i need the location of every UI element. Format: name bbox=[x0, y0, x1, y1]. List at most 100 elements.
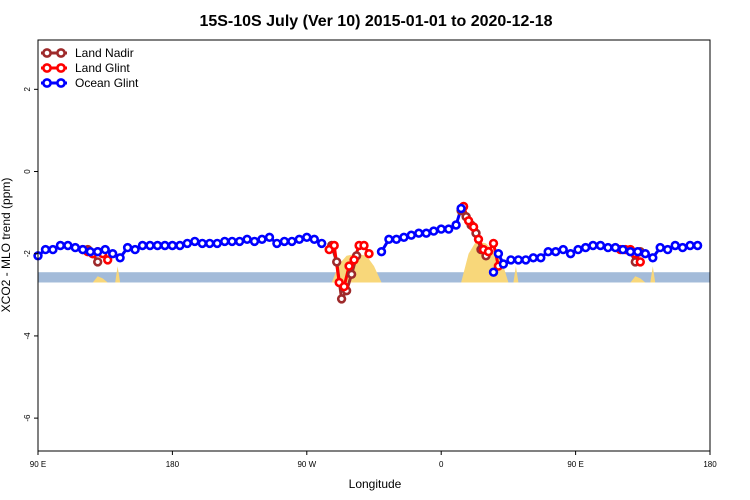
land-fill-2 bbox=[331, 253, 382, 283]
ocean-glint-point bbox=[655, 242, 665, 253]
land-fill-5 bbox=[630, 276, 646, 283]
ocean-glint-point bbox=[692, 240, 703, 251]
ocean-glint-point bbox=[107, 249, 118, 259]
y-axis-label: XCO2 - MLO trend (ppm) bbox=[0, 178, 13, 313]
x-tick-label: 90 W bbox=[297, 460, 316, 469]
ocean-glint-point bbox=[536, 253, 546, 263]
legend-item-land-nadir: Land Nadir bbox=[41, 46, 134, 60]
land-glint-point bbox=[102, 255, 113, 265]
ocean-glint-point bbox=[436, 224, 446, 234]
ocean-glint-point bbox=[100, 244, 110, 255]
ocean-glint-point bbox=[406, 230, 416, 240]
land-glint-point bbox=[344, 261, 354, 271]
ocean-glint-point bbox=[513, 255, 524, 265]
plot-area bbox=[33, 201, 710, 304]
ocean-glint-point bbox=[302, 232, 312, 243]
ocean-glint-point bbox=[92, 247, 103, 257]
legend-swatch-marker bbox=[42, 48, 52, 58]
land-nadir-point bbox=[92, 257, 103, 267]
ocean-glint-point bbox=[78, 244, 88, 255]
ocean-glint-point bbox=[197, 238, 208, 249]
ocean-glint-point bbox=[429, 226, 439, 236]
x-tick-label: 180 bbox=[166, 460, 180, 469]
y-tick-label: 0 bbox=[23, 169, 32, 174]
land-glint-point bbox=[349, 255, 359, 265]
ocean-glint-point bbox=[264, 232, 275, 243]
ocean-glint-point bbox=[70, 242, 81, 253]
ocean-glint-point bbox=[152, 240, 163, 251]
ocean-glint-point bbox=[677, 242, 688, 253]
ocean-glint-point bbox=[444, 224, 454, 234]
axes: 90 E 180 90 W 0 90 E 180 2 0 -2 -4 -6 bbox=[23, 87, 717, 469]
ocean-glint-point bbox=[227, 236, 237, 247]
legend-label: Ocean Glint bbox=[75, 76, 139, 90]
legend-item-ocean-glint: Ocean Glint bbox=[41, 76, 139, 90]
land-glint-point bbox=[364, 249, 374, 259]
ocean-glint-point bbox=[145, 240, 155, 251]
land-glint-point bbox=[483, 247, 494, 257]
land-nadir-point bbox=[336, 294, 347, 304]
ocean-glint-point bbox=[498, 259, 509, 269]
ocean-glint-point bbox=[391, 234, 402, 245]
ocean-glint-point bbox=[167, 240, 178, 251]
land-glint-point bbox=[359, 240, 369, 251]
ocean-glint-point bbox=[488, 267, 499, 277]
ocean-glint-point bbox=[399, 232, 409, 243]
y-tick-label: 2 bbox=[23, 87, 32, 92]
land-glint-point bbox=[468, 222, 479, 232]
y-tick-label: -2 bbox=[23, 250, 32, 258]
ocean-glint-point bbox=[317, 238, 327, 249]
ocean-glint-point bbox=[257, 234, 267, 245]
ocean-glint-point bbox=[294, 234, 304, 245]
ocean-glint-point bbox=[376, 247, 387, 257]
land-glint-point bbox=[329, 240, 339, 251]
ocean-glint-point bbox=[565, 249, 576, 259]
ocean-glint-point bbox=[573, 244, 583, 255]
ocean-glint-point bbox=[588, 240, 598, 251]
x-tick-label: 90 E bbox=[30, 460, 46, 469]
ocean-glint-point bbox=[175, 240, 185, 251]
ocean-glint-point bbox=[234, 236, 245, 247]
x-tick-label: 180 bbox=[703, 460, 717, 469]
legend-swatch-marker bbox=[42, 63, 52, 73]
legend-label: Land Nadir bbox=[75, 46, 134, 60]
ocean-glint-point bbox=[610, 242, 621, 253]
ocean-glint-point bbox=[220, 236, 230, 247]
legend-swatch-marker bbox=[56, 78, 66, 88]
legend-swatch-marker bbox=[56, 48, 66, 58]
y-tick-label: -4 bbox=[23, 332, 32, 340]
ocean-glint-point bbox=[640, 249, 650, 259]
ocean-glint-point bbox=[662, 244, 673, 255]
chart-title: 15S-10S July (Ver 10) 2015-01-01 to 2020… bbox=[199, 13, 552, 30]
ocean-glint-point bbox=[625, 247, 636, 257]
ocean-glint-point bbox=[543, 247, 553, 257]
x-tick-label: 0 bbox=[439, 460, 444, 469]
ocean-glint-point bbox=[528, 253, 538, 263]
ocean-glint-point bbox=[115, 253, 125, 263]
x-tick-label: 90 E bbox=[567, 460, 583, 469]
y-tick-label: -6 bbox=[23, 414, 32, 422]
ocean-glint-point bbox=[685, 240, 695, 251]
land-fill-1 bbox=[115, 266, 121, 283]
ocean-glint-point bbox=[451, 220, 461, 230]
ocean-glint-point bbox=[55, 240, 66, 251]
ocean-glint-point bbox=[212, 238, 222, 249]
ocean-glint-point bbox=[205, 238, 215, 249]
ocean-glint-point bbox=[190, 236, 200, 247]
ocean-glint-point bbox=[506, 255, 516, 265]
ocean-glint-point bbox=[550, 247, 561, 257]
ocean-glint-point bbox=[414, 228, 424, 238]
ocean-glint-point bbox=[670, 240, 680, 251]
land-glint-point bbox=[473, 234, 484, 245]
ocean-glint-point bbox=[309, 234, 319, 245]
legend-swatch-marker bbox=[56, 63, 66, 73]
ocean-glint-point bbox=[63, 240, 73, 251]
legend-item-land-glint: Land Glint bbox=[41, 61, 130, 75]
ocean-glint-point bbox=[130, 244, 140, 255]
land-fill-4 bbox=[513, 266, 519, 283]
ocean-glint-point bbox=[137, 240, 148, 251]
ocean-glint-point bbox=[618, 244, 628, 255]
ocean-glint-point bbox=[456, 203, 466, 214]
